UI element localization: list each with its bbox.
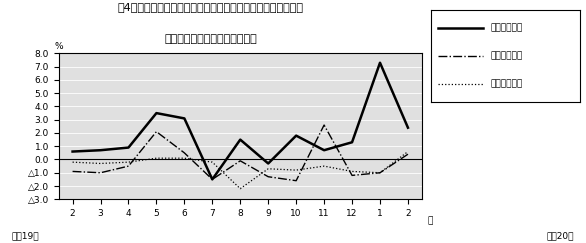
Text: 総実労働時間: 総実労働時間 — [490, 51, 523, 61]
Text: %: % — [54, 42, 63, 51]
Text: 月: 月 — [427, 216, 433, 225]
Text: 第4図　　賃金、労働時間、常用雇用指数対前年同月比の推移: 第4図 賃金、労働時間、常用雇用指数対前年同月比の推移 — [118, 2, 304, 12]
Text: 平成20年: 平成20年 — [547, 232, 574, 241]
Text: 現金給与総額: 現金給与総額 — [490, 24, 523, 33]
Text: （規樯５人以上　調査産業計）: （規樯５人以上 調査産業計） — [165, 34, 257, 44]
Text: 常用雇用指数: 常用雇用指数 — [490, 79, 523, 88]
Text: 平成19年: 平成19年 — [12, 232, 39, 241]
